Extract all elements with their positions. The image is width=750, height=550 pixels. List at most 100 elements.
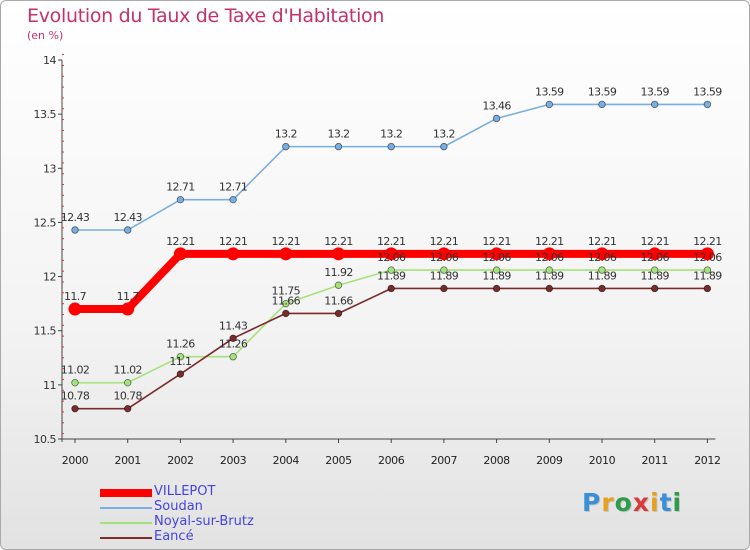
data-label: 12.71	[166, 181, 195, 194]
data-label: 13.2	[380, 128, 402, 141]
data-label: 11.66	[272, 294, 301, 307]
y-tick-label: 10.5	[34, 433, 57, 446]
data-point	[334, 281, 343, 289]
x-tick-label: 2012	[694, 454, 720, 467]
data-point	[651, 100, 659, 109]
x-tick-label: 2001	[114, 454, 140, 467]
x-tick-label: 2003	[220, 454, 247, 467]
data-label: 13.59	[588, 85, 617, 98]
x-tick-label: 2000	[62, 454, 89, 467]
data-label: 12.21	[430, 235, 459, 248]
y-tick-label: 13.5	[34, 108, 57, 121]
data-label: 12.21	[640, 235, 669, 248]
data-label: 11.1	[169, 355, 191, 368]
data-label: 11.89	[535, 269, 564, 282]
data-point	[490, 247, 504, 261]
data-label: 12.21	[166, 235, 195, 248]
data-label: 11.89	[588, 269, 617, 282]
data-label: 13.2	[433, 128, 455, 141]
legend-swatch	[100, 506, 152, 509]
data-label: 13.59	[640, 85, 669, 98]
data-point	[492, 114, 501, 123]
data-point	[282, 309, 290, 318]
data-label: 11.43	[219, 319, 248, 332]
y-tick-label: 11	[43, 379, 56, 392]
data-point	[387, 266, 395, 274]
data-point	[279, 247, 293, 261]
data-label: 12.71	[219, 181, 248, 194]
chart-title: Evolution du Taux de Taxe d'Habitation	[27, 5, 385, 27]
data-point	[545, 100, 553, 109]
x-tick-label: 2011	[641, 454, 667, 467]
data-point	[229, 195, 237, 204]
x-tick-label: 2009	[536, 454, 563, 467]
data-label: 11.89	[693, 269, 722, 282]
data-label: 12.21	[272, 235, 301, 248]
data-point	[334, 309, 343, 318]
data-label: 13.2	[275, 128, 297, 141]
legend-label: Noyal-sur-Brutz	[154, 514, 254, 529]
legend-label: Eancé	[154, 529, 194, 544]
data-point	[282, 299, 290, 308]
data-point	[173, 247, 187, 261]
data-label: 11.7	[117, 290, 140, 303]
data-point	[598, 266, 606, 274]
data-point	[226, 247, 240, 261]
data-label: 11.26	[166, 338, 195, 351]
x-tick-label: 2004	[273, 454, 300, 467]
data-point	[598, 100, 606, 109]
data-label: 11.89	[430, 269, 459, 282]
data-point	[651, 284, 659, 293]
x-tick-label: 2007	[431, 454, 458, 467]
series-line	[74, 103, 709, 231]
legend-swatch	[100, 488, 152, 497]
data-label: 12.21	[324, 235, 353, 248]
data-label: 12.43	[61, 211, 90, 224]
data-point	[387, 284, 395, 293]
data-point	[176, 195, 185, 204]
data-point	[598, 284, 606, 293]
data-label: 13.59	[693, 85, 722, 98]
data-label: 10.78	[113, 390, 142, 403]
data-point	[440, 266, 448, 274]
data-label: 11.75	[272, 285, 301, 298]
data-label: 12.06	[588, 251, 617, 264]
data-point	[440, 142, 448, 151]
data-point	[440, 284, 448, 293]
data-point	[492, 266, 501, 274]
data-point	[437, 247, 451, 261]
data-point	[332, 247, 345, 261]
data-label: 12.06	[482, 251, 511, 264]
data-point	[334, 142, 343, 151]
data-label: 11.7	[64, 290, 87, 303]
data-label: 12.06	[430, 251, 459, 264]
y-tick-label: 11.5	[34, 325, 57, 338]
data-point	[545, 266, 553, 274]
data-point	[542, 247, 556, 261]
data-point	[229, 353, 237, 361]
data-label: 11.66	[324, 294, 353, 307]
x-tick-label: 2010	[589, 454, 616, 467]
y-tick-label: 13	[43, 162, 56, 175]
data-point	[121, 302, 135, 316]
data-point	[703, 266, 712, 274]
data-point	[71, 226, 79, 234]
data-point	[123, 404, 132, 413]
data-point	[123, 378, 132, 387]
chart-subtitle: (en %)	[27, 29, 64, 42]
data-label: 10.78	[61, 390, 90, 403]
data-label: 13.2	[327, 128, 349, 141]
data-label: 12.21	[588, 235, 617, 248]
y-tick-label: 12.5	[34, 216, 57, 229]
data-point	[492, 284, 501, 293]
data-point	[595, 247, 609, 261]
x-tick-label: 2008	[483, 454, 510, 467]
data-label: 11.92	[324, 266, 353, 279]
x-tick-label: 2002	[167, 454, 193, 467]
data-label: 11.89	[377, 269, 406, 282]
data-label: 11.02	[113, 364, 142, 377]
data-label: 11.02	[61, 364, 90, 377]
data-label: 12.06	[640, 251, 669, 264]
legend-swatch	[100, 536, 152, 539]
